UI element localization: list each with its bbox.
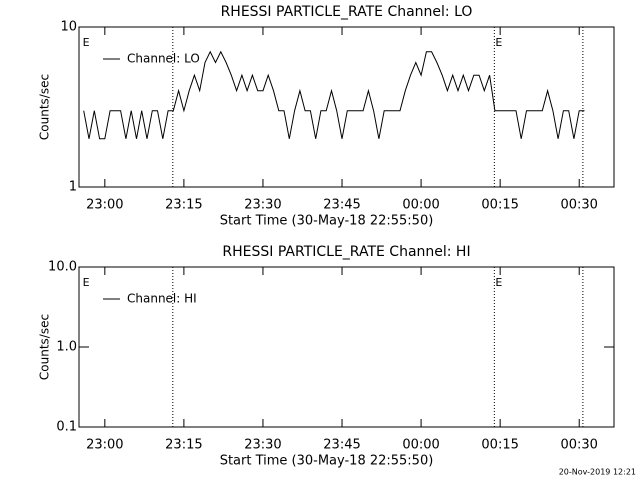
x-tick-label: 00:15 — [481, 198, 518, 213]
y-axis-label: Counts/sec — [38, 74, 52, 140]
x-tick-label: 23:45 — [323, 198, 360, 213]
x-tick-label: 23:00 — [86, 438, 123, 453]
y-tick-label: 1 — [69, 180, 77, 195]
chart-title: RHESSI PARTICLE_RATE Channel: HI — [222, 244, 470, 260]
y-tick-label: 1.0 — [56, 340, 77, 355]
y-tick-label: 0.1 — [56, 420, 77, 435]
y-axis-label: Counts/sec — [38, 314, 52, 380]
x-tick-label: 00:00 — [402, 198, 439, 213]
plot-frame — [78, 26, 615, 188]
y-tick-label: 10 — [60, 20, 77, 35]
x-axis-label: Start Time (30-May-18 22:55:50) — [220, 214, 434, 229]
x-tick-label: 23:00 — [86, 198, 123, 213]
legend-label: Channel: LO — [127, 52, 200, 66]
x-tick-label: 00:30 — [560, 438, 597, 453]
annotation: E — [83, 36, 90, 49]
annotation: E — [495, 36, 502, 49]
x-tick-label: 23:30 — [244, 198, 281, 213]
footer: 20-Nov-2019 12:21 — [559, 468, 636, 477]
annotation: E — [83, 276, 90, 289]
y-tick-label: 10.0 — [48, 260, 77, 275]
x-tick-label: 00:00 — [402, 438, 439, 453]
x-tick-label: 23:15 — [165, 438, 202, 453]
x-tick-label: 00:30 — [560, 198, 597, 213]
x-tick-label: 23:45 — [323, 438, 360, 453]
annotation: E — [495, 276, 502, 289]
chart-title: RHESSI PARTICLE_RATE Channel: LO — [221, 4, 473, 20]
x-tick-label: 23:15 — [165, 198, 202, 213]
x-tick-label: 23:30 — [244, 438, 281, 453]
data-line — [83, 50, 585, 140]
x-axis-label: Start Time (30-May-18 22:55:50) — [220, 454, 434, 469]
x-tick-label: 00:15 — [481, 438, 518, 453]
legend-label: Channel: HI — [127, 292, 197, 306]
